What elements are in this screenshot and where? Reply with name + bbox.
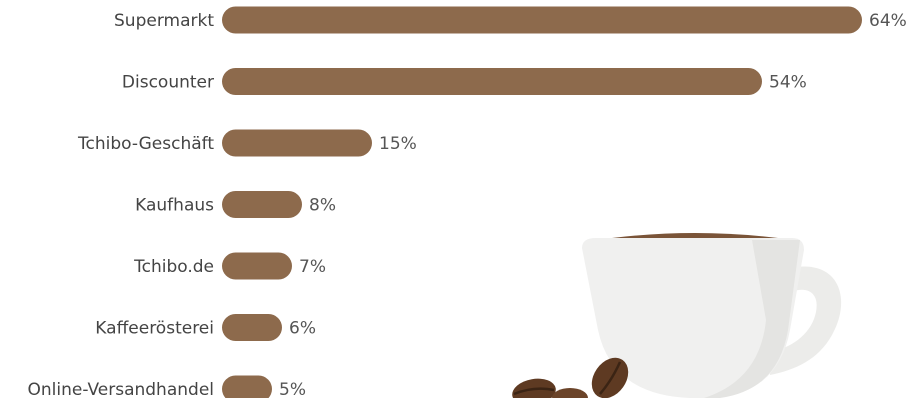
bars-group: Supermarkt 64% Discounter 54% Tchibo-Geschäf…: [27, 6, 907, 398]
value-label: 15%: [379, 134, 417, 154]
category-label: Kaffeerösterei: [95, 319, 214, 339]
category-label: Tchibo.de: [133, 257, 214, 277]
value-label: 7%: [299, 257, 326, 277]
value-label: 6%: [289, 319, 316, 339]
coffee-cup-shading: [704, 240, 800, 398]
coffee-bean-icon-2: [512, 378, 556, 398]
value-label: 5%: [279, 380, 306, 398]
coffee-decoration: [512, 233, 842, 398]
value-label: 8%: [309, 196, 336, 216]
bar: [222, 375, 272, 398]
value-label: 64%: [869, 11, 907, 31]
category-label: Supermarkt: [114, 11, 214, 31]
category-label: Tchibo-Geschäft: [77, 134, 214, 154]
value-label: 54%: [769, 73, 807, 93]
coffee-surface: [612, 233, 778, 238]
bar: [222, 68, 762, 95]
bar: [222, 191, 302, 218]
bar: [222, 129, 372, 157]
bar: [222, 314, 282, 341]
category-label: Online-Versandhandel: [27, 380, 214, 398]
bar: [222, 252, 292, 280]
bar: [222, 6, 862, 34]
coffee-cup-icon: [582, 238, 804, 398]
category-label: Discounter: [122, 73, 214, 93]
coffee-bean-icon: [591, 357, 629, 398]
coffee-bean-icon-3: [552, 388, 588, 398]
category-label: Kaufhaus: [135, 196, 214, 216]
coffee-cup-handle: [770, 266, 842, 375]
